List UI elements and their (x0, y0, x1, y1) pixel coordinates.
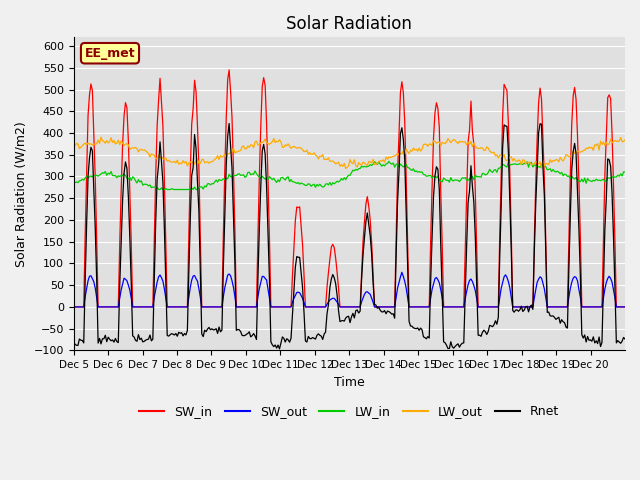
LW_in (621, 169, 629, 175)
LW_in (355, 166, 362, 171)
LW_in (106, 171, 113, 177)
Rnet (356, 308, 364, 314)
Rnet (225, 120, 233, 126)
LW_out (108, 135, 115, 141)
SW_in (621, 304, 629, 310)
LW_out (97, 134, 105, 140)
LW_in (385, 158, 393, 164)
SW_in (225, 67, 233, 73)
SW_in (88, 87, 96, 93)
SW_in (355, 304, 362, 310)
LW_in (155, 187, 163, 192)
Y-axis label: Solar Radiation (W/m2): Solar Radiation (W/m2) (15, 121, 28, 267)
LW_in (466, 176, 474, 182)
Line: LW_out: LW_out (74, 137, 625, 168)
X-axis label: Time: Time (334, 376, 365, 389)
SW_out (547, 304, 554, 310)
Line: SW_in: SW_in (74, 70, 625, 307)
SW_in (547, 304, 554, 310)
SW_in (618, 304, 626, 310)
SW_out (618, 304, 626, 310)
LW_out (548, 159, 556, 165)
SW_out (70, 304, 77, 310)
SW_out (106, 304, 113, 310)
LW_in (70, 179, 77, 185)
Text: EE_met: EE_met (84, 47, 135, 60)
Line: Rnet: Rnet (74, 123, 625, 349)
Rnet (106, 336, 113, 342)
Title: Solar Radiation: Solar Radiation (286, 15, 412, 33)
SW_out (464, 282, 472, 288)
Rnet (70, 339, 77, 345)
Line: SW_out: SW_out (74, 272, 625, 307)
Rnet (466, 188, 474, 194)
Line: LW_in: LW_in (74, 161, 625, 190)
Rnet (620, 335, 627, 340)
SW_in (106, 304, 113, 310)
LW_out (620, 139, 627, 144)
LW_out (466, 142, 474, 147)
LW_out (356, 161, 364, 167)
Rnet (276, 346, 284, 352)
Rnet (548, 313, 556, 319)
SW_out (353, 304, 361, 310)
LW_out (70, 144, 77, 150)
Legend: SW_in, SW_out, LW_in, LW_out, Rnet: SW_in, SW_out, LW_in, LW_out, Rnet (134, 400, 564, 423)
SW_in (70, 304, 77, 310)
SW_out (621, 304, 629, 310)
LW_in (88, 174, 96, 180)
SW_out (88, 276, 96, 281)
LW_in (620, 169, 627, 175)
LW_in (548, 168, 556, 174)
Rnet (621, 336, 629, 342)
SW_out (398, 269, 406, 275)
SW_in (464, 139, 472, 145)
LW_out (621, 137, 629, 143)
LW_out (342, 166, 349, 171)
LW_out (88, 142, 96, 148)
Rnet (88, 148, 96, 154)
